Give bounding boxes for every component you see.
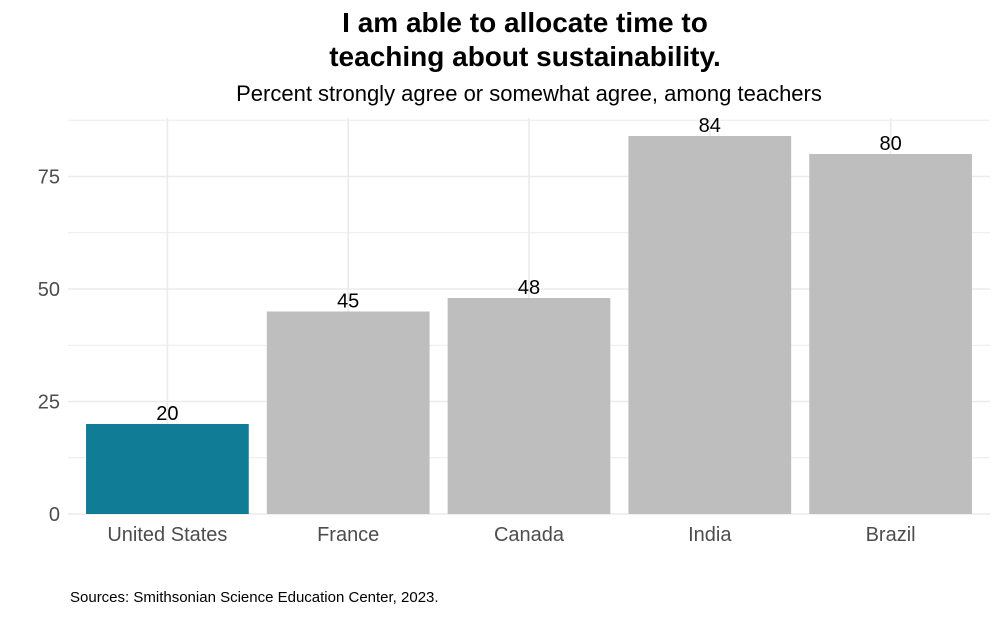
x-tick-label: United States — [107, 524, 227, 546]
bar-united-states — [86, 424, 249, 514]
y-tick-label: 75 — [38, 167, 60, 189]
x-tick-label: Brazil — [866, 524, 916, 546]
bars-layer — [86, 136, 972, 514]
source-note: Sources: Smithsonian Science Education C… — [70, 589, 439, 606]
data-label: 84 — [699, 115, 721, 137]
y-axis-ticks: 0 25 50 75 — [38, 167, 60, 527]
bar-brazil — [809, 154, 972, 514]
data-label: 20 — [156, 403, 178, 425]
x-tick-label: France — [317, 524, 379, 546]
data-label: 48 — [518, 277, 540, 299]
x-axis-ticks: United States France Canada India Brazil — [107, 524, 915, 546]
x-tick-label: India — [688, 524, 732, 546]
bar-canada — [447, 298, 611, 514]
data-label: 45 — [337, 291, 359, 313]
data-label: 80 — [879, 133, 901, 155]
y-tick-label: 0 — [49, 504, 60, 526]
chart-title: I am able to allocate time to teaching a… — [329, 7, 721, 72]
data-labels-layer: 20 45 48 84 80 — [156, 115, 901, 425]
y-tick-label: 25 — [38, 392, 60, 414]
bar-india — [628, 136, 792, 514]
bar-france — [266, 311, 430, 514]
x-tick-label: Canada — [494, 524, 565, 546]
y-tick-label: 50 — [38, 279, 60, 301]
chart-subtitle: Percent strongly agree or somewhat agree… — [236, 81, 822, 106]
